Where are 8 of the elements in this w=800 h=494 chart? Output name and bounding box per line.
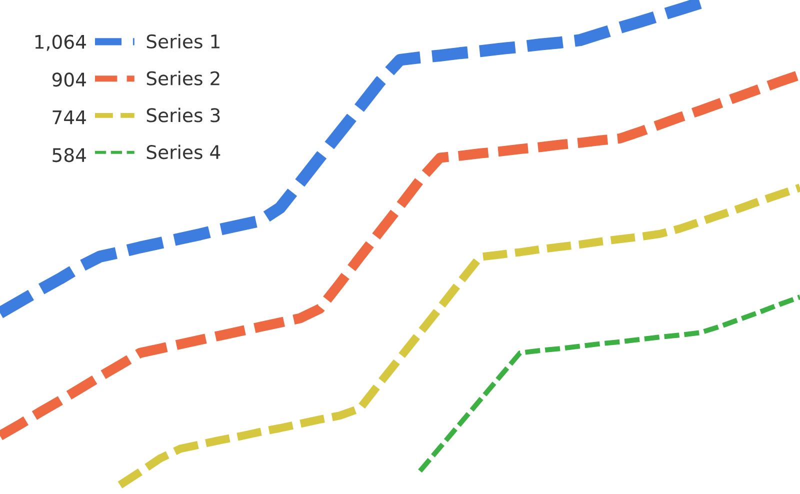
- annotation: 1,064: [35, 34, 86, 51]
- legend-label: Series 4: [146, 144, 220, 160]
- legend-label: Series 1: [146, 34, 220, 49]
- annotation: 744: [52, 110, 86, 124]
- legend-label: Series 2: [146, 70, 220, 86]
- legend-label: Series 3: [146, 108, 220, 122]
- annotation: 904: [52, 72, 86, 87]
- annotation: 584: [52, 148, 86, 162]
